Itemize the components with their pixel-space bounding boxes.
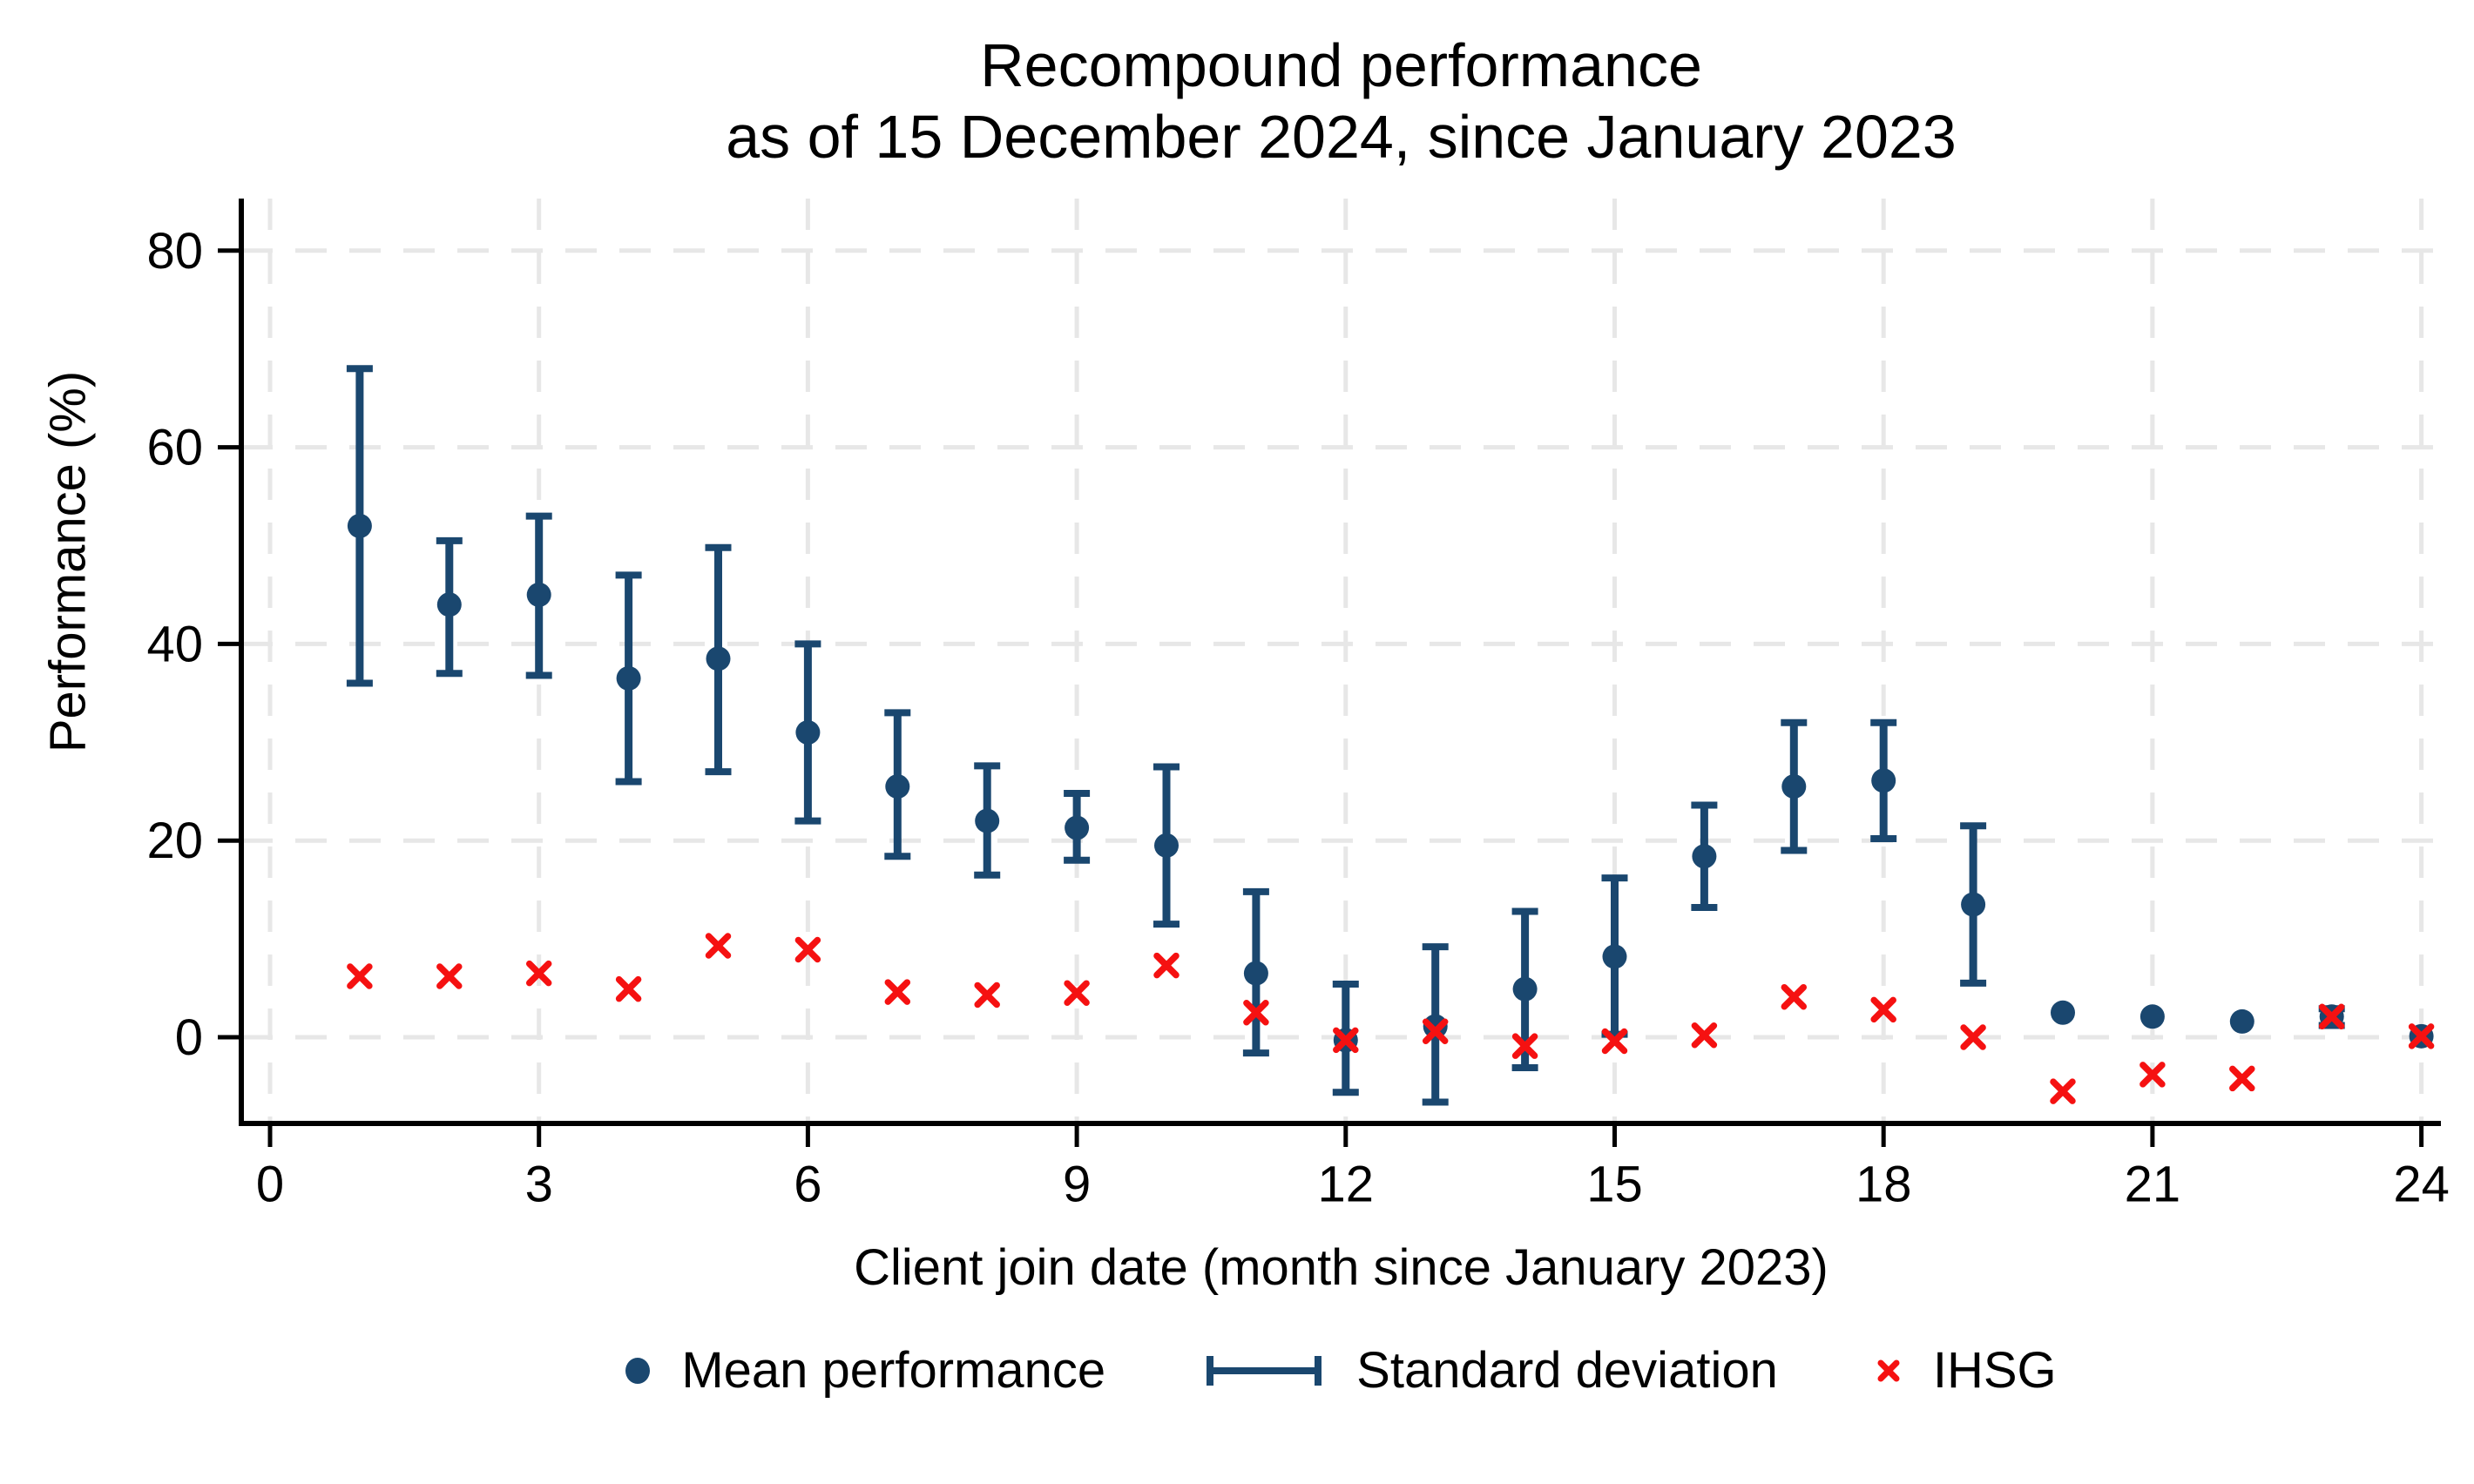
x-tick-label: 21 [2125,1157,2181,1213]
x-tick-label: 9 [1063,1157,1091,1213]
mean-performance-dot [1961,892,1986,917]
legend-label-sd: Standard deviation [1356,1342,1778,1399]
ihsg-marker [615,975,642,1002]
ihsg-marker [436,963,463,989]
x-tick-label: 0 [256,1157,284,1213]
mean-performance-dot [1243,961,1268,986]
mean-performance-dot [885,774,910,799]
ihsg-marker [1333,1027,1359,1054]
x-tick-label: 18 [1856,1157,1912,1213]
chart-title-line1: Recompound performance [980,31,1702,99]
mean-performance-dot [1154,833,1179,858]
ihsg-marker [2050,1078,2076,1104]
y-tick-label: 40 [146,616,203,672]
legend-label-ihsg: IHSG [1932,1342,2057,1399]
mean-performance-dot [2051,1000,2075,1025]
y-tick-label: 20 [146,813,203,869]
chart-title-line2: as of 15 December 2024, since January 20… [726,103,1957,171]
error-bar-icon [1207,1355,1322,1386]
mean-performance-dot [795,720,821,745]
mean-performance-dot [2229,1008,2254,1034]
mean-performance-dot [347,513,372,538]
ihsg-marker [1064,980,1090,1006]
mean-performance-dot [1423,1014,1448,1039]
legend-item-sd: Standard deviation [1203,1341,1778,1400]
legend-item-ihsg: IHSG [1876,1341,2057,1400]
ihsg-marker [1781,983,1808,1010]
mean-performance-dot [616,665,641,691]
mean-performance-dot [1781,774,1807,799]
legend: Mean performance Standard deviation IHSG [241,1341,2441,1400]
mean-performance-dot [1692,844,1717,869]
x-tick-label: 15 [1586,1157,1643,1213]
ihsg-marker [525,960,552,987]
mean-performance-dot [1602,944,1627,969]
mean-performance-dot [1871,768,1896,793]
ihsg-marker [1601,1028,1628,1055]
ihsg-marker [1691,1022,1718,1049]
mean-performance-dot [2139,1004,2165,1029]
x-marker-icon [1877,1359,1900,1381]
x-axis-title: Client join date (month since January 20… [854,1239,1828,1296]
ihsg-marker [705,933,732,959]
y-axis-title: Performance (%) [39,370,97,753]
x-tick-label: 12 [1318,1157,1375,1213]
ihsg-marker [2229,1065,2255,1092]
ihsg-marker [1960,1024,1986,1050]
ihsg-marker [2408,1023,2435,1049]
ihsg-marker [1422,1018,1449,1044]
mean-performance-dot [1512,976,1538,1002]
y-tick-label: 60 [146,420,203,476]
y-tick-label: 80 [146,223,203,280]
chart-title: Recompound performance as of 15 December… [241,30,2441,172]
mean-performance-dot [526,582,551,607]
x-tick-label: 3 [525,1157,553,1213]
ihsg-marker [1153,952,1180,979]
ihsg-marker [1511,1033,1538,1059]
mean-performance-dot [436,592,462,617]
ihsg-marker [974,981,1000,1008]
ihsg-marker [884,979,911,1005]
mean-dot-icon [625,1357,651,1384]
ihsg-marker [794,936,821,963]
mean-performance-dot [1065,815,1090,840]
y-tick-label: 0 [175,1009,203,1066]
ihsg-marker [1870,996,1896,1023]
ihsg-marker [2318,1003,2345,1030]
ihsg-marker [347,963,373,989]
ihsg-marker [2139,1062,2166,1088]
x-tick-label: 6 [794,1157,821,1213]
legend-item-mean: Mean performance [625,1341,1105,1400]
mean-performance-dot [706,646,731,671]
ihsg-marker [1243,1000,1269,1026]
x-tick-label: 24 [2393,1157,2450,1213]
legend-label-mean: Mean performance [681,1342,1106,1399]
mean-performance-dot [975,808,1000,833]
